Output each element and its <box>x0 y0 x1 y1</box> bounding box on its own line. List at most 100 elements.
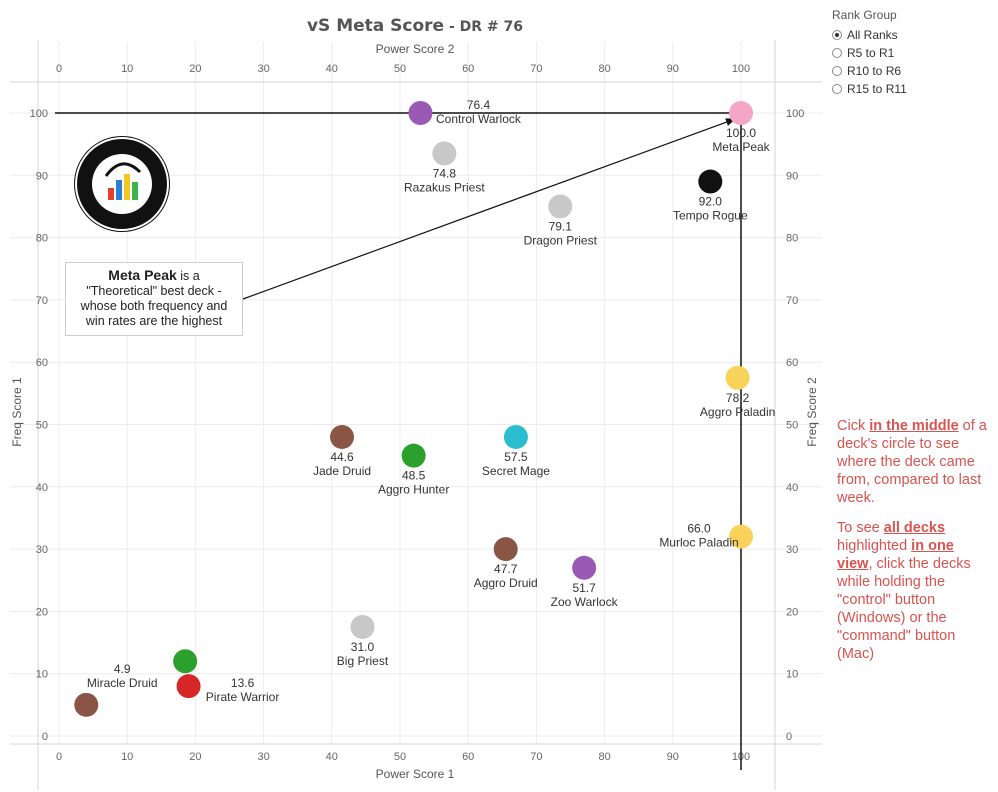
rank-option-label: R10 to R6 <box>847 64 902 78</box>
deck-point[interactable] <box>493 537 518 562</box>
deck-point[interactable] <box>173 649 198 674</box>
x-axis-title-top: Power Score 2 <box>376 42 455 56</box>
rank-option-r10-r6[interactable]: R10 to R6 <box>832 62 907 80</box>
y-tick-label-left: 70 <box>36 295 48 307</box>
y-tick-label-right: 0 <box>786 731 792 743</box>
axes: 0010102020303040405050606070708080909010… <box>10 40 822 790</box>
x-tick-label-bottom: 10 <box>121 751 133 763</box>
radio-icon[interactable] <box>832 48 842 58</box>
chart-title-separator: - <box>444 19 460 35</box>
x-tick-label-top: 20 <box>189 63 201 75</box>
chart-title-sub: DR # 76 <box>460 19 523 35</box>
instructions-paragraph-2: To see all decks highlighted in one view… <box>837 519 987 663</box>
x-tick-label-top: 0 <box>56 63 62 75</box>
instructions-paragraph-1: Cick in the middle of a deck's circle to… <box>837 417 987 507</box>
x-tick-label-bottom: 70 <box>530 751 542 763</box>
rank-option-r15-r11[interactable]: R15 to R11 <box>832 80 907 98</box>
deck-point[interactable] <box>330 424 355 449</box>
x-tick-label-top: 90 <box>667 63 679 75</box>
deck-name-label: Meta Peak <box>712 140 770 154</box>
data-points[interactable] <box>74 101 753 717</box>
y-tick-label-left: 60 <box>36 357 48 369</box>
deck-point[interactable] <box>725 365 750 390</box>
x-tick-label-top: 80 <box>598 63 610 75</box>
deck-point[interactable] <box>548 194 573 219</box>
y-tick-label-left: 50 <box>36 420 48 432</box>
deck-point[interactable] <box>432 141 457 166</box>
y-tick-label-left: 100 <box>30 108 48 120</box>
radio-icon[interactable] <box>832 84 842 94</box>
x-tick-label-bottom: 50 <box>394 751 406 763</box>
x-axis-title-bottom: Power Score 1 <box>376 767 455 781</box>
y-tick-label-left: 80 <box>36 233 48 245</box>
deck-point[interactable] <box>729 101 753 125</box>
y-tick-label-left: 90 <box>36 170 48 182</box>
deck-score-label: 44.6 <box>330 450 354 464</box>
deck-point[interactable] <box>350 614 375 639</box>
callout-text1: is a <box>176 269 200 283</box>
deck-point[interactable] <box>408 101 433 125</box>
deck-name-label: Miracle Druid <box>87 676 158 690</box>
x-tick-label-top: 10 <box>121 63 133 75</box>
y-tick-label-left: 20 <box>36 606 48 618</box>
deck-point[interactable] <box>503 424 528 449</box>
deck-point[interactable] <box>729 524 753 549</box>
deck-name-label: Dragon Priest <box>524 233 598 247</box>
y-axis-title-left: Freq Score 1 <box>10 377 24 447</box>
y-tick-label-right: 50 <box>786 420 798 432</box>
deck-name-label: Secret Mage <box>482 464 550 478</box>
data-reaper-logo <box>74 136 170 232</box>
y-tick-label-right: 80 <box>786 233 798 245</box>
instr-text: Cick <box>837 418 870 434</box>
deck-point[interactable] <box>74 692 99 717</box>
y-tick-label-right: 40 <box>786 482 798 494</box>
radio-selected-icon[interactable] <box>832 30 842 40</box>
y-tick-label-left: 0 <box>42 731 48 743</box>
x-tick-label-top: 40 <box>326 63 338 75</box>
instructions-text: Cick in the middle of a deck's circle to… <box>837 417 987 675</box>
deck-score-label: 100.0 <box>726 126 756 140</box>
deck-score-label: 78.2 <box>726 391 750 405</box>
x-tick-label-bottom: 90 <box>667 751 679 763</box>
callout-text2: "Theoretical" best deck - <box>86 284 222 298</box>
radio-icon[interactable] <box>832 66 842 76</box>
deck-name-label: Aggro Paladin <box>700 405 775 419</box>
deck-name-label: Murloc Paladin <box>659 536 738 550</box>
deck-score-label: 74.8 <box>433 166 457 180</box>
deck-point[interactable] <box>572 555 597 580</box>
rank-option-all-ranks[interactable]: All Ranks <box>832 26 907 44</box>
deck-score-label: 66.0 <box>687 522 711 536</box>
rank-option-label: R5 to R1 <box>847 46 895 60</box>
logo-graphic <box>75 137 169 231</box>
deck-point[interactable] <box>176 674 201 699</box>
meta-peak-arrow <box>242 118 736 300</box>
deck-name-label: Jade Druid <box>313 464 371 478</box>
deck-point[interactable] <box>401 443 426 468</box>
deck-score-label: 13.6 <box>231 676 255 690</box>
x-tick-label-bottom: 80 <box>598 751 610 763</box>
y-tick-label-right: 20 <box>786 606 798 618</box>
instr-text: To see <box>837 520 884 536</box>
callout-text4: win rates are the highest <box>85 314 223 328</box>
deck-name-label: Control Warlock <box>436 112 522 126</box>
x-tick-label-top: 70 <box>530 63 542 75</box>
y-tick-label-right: 100 <box>786 108 804 120</box>
y-tick-label-right: 90 <box>786 170 798 182</box>
deck-score-label: 79.1 <box>549 219 573 233</box>
rank-option-r5-r1[interactable]: R5 to R1 <box>832 44 907 62</box>
x-tick-label-bottom: 60 <box>462 751 474 763</box>
y-tick-label-left: 40 <box>36 482 48 494</box>
deck-score-label: 47.7 <box>494 562 518 576</box>
deck-score-label: 57.5 <box>504 450 528 464</box>
deck-score-label: 92.0 <box>699 195 723 209</box>
reference-lines <box>55 107 747 770</box>
x-tick-label-top: 60 <box>462 63 474 75</box>
deck-score-label: 31.0 <box>351 640 375 654</box>
callout-bold: Meta Peak <box>108 267 177 283</box>
deck-score-label: 4.9 <box>114 662 131 676</box>
deck-point[interactable] <box>698 169 723 194</box>
instr-emphasis: in the middle <box>869 418 959 434</box>
callout-text3: whose both frequency and <box>80 299 228 313</box>
